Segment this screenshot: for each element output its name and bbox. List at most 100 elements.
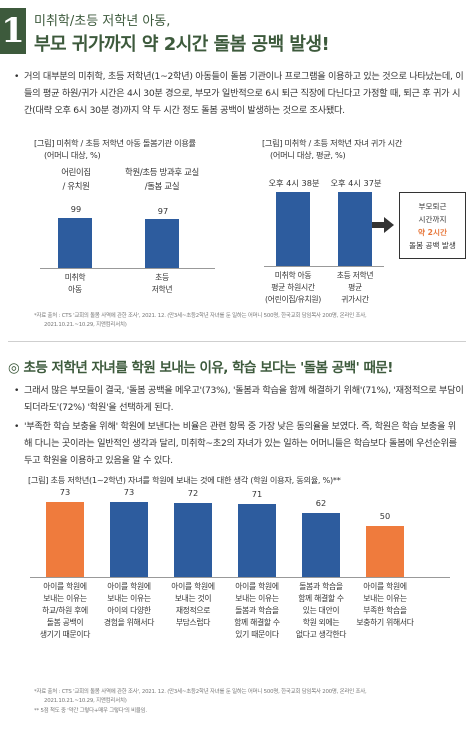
chart3-x-label-3-line1: 아이를 학원에 xyxy=(171,582,215,591)
chart2-x-label-1-line2: 평균 하원시간 xyxy=(271,283,315,292)
source-note-1-line2: 2021.10.21.~10.29, 지앤컴리서치) xyxy=(44,322,127,328)
chart3-x-label-2-line4: 경험을 위해서다 xyxy=(103,618,155,627)
chart3-value-label-4: 71 xyxy=(251,489,263,499)
chart1-bar-2 xyxy=(145,219,179,268)
callout-box: 부모퇴근 시간까지 약 2시간 돌봄 공백 발생 xyxy=(399,192,466,259)
callout-line4: 돌봄 공백 발생 xyxy=(409,241,456,250)
chart2-caption: [그림] 미취학 / 초등 저학년 자녀 귀가 시간 xyxy=(262,138,403,148)
chart3-value-label-6: 50 xyxy=(379,511,391,521)
chart3-x-label-4-line3: 돌봄과 학습을 xyxy=(235,606,279,615)
arrow-right-icon xyxy=(372,217,394,233)
chart3-x-label-6-line1: 아이를 학원에 xyxy=(363,582,407,591)
section2-title: ◎ 초등 저학년 자녀를 학원 보내는 이유, 학습 보다는 '돌봄 공백' 때… xyxy=(8,360,393,376)
chart3-bar-6 xyxy=(366,526,404,577)
callout-line1: 부모퇴근 xyxy=(418,202,447,211)
chart3-x-label-1-line2: 보내는 이유는 xyxy=(43,594,87,603)
chart3-bar-2 xyxy=(110,502,148,577)
chart3-x-label-5-line3: 있는 대안이 xyxy=(302,606,340,615)
source-note-2-line1: *자료 출처 : CTS '교회의 돌봄 사역에 관한 조사', 2021. 1… xyxy=(34,689,367,695)
chart1-x-label-1: 미취학 아동 xyxy=(52,272,98,296)
chart1-col1-head-line1: 어린이집 xyxy=(61,167,91,177)
chart3-x-label-4-line5: 있기 때문이다 xyxy=(235,630,279,639)
chart3-value-label-3: 72 xyxy=(187,488,199,498)
section2-bullet-1: 그래서 많은 부모들이 결국, '돌봄 공백을 메우고'(73%), '돌봄과 … xyxy=(14,382,464,416)
chart2-x-label-1: 미취학 아동 평균 하원시간 (어린이집/유치원) xyxy=(255,270,331,306)
section-number: 1 xyxy=(0,8,26,54)
chart2-x-label-2: 초등 저학년 평균 귀가시간 xyxy=(321,270,389,306)
chart3-x-label-5-line2: 함께 해결할 수 xyxy=(298,594,344,603)
chart1-x-label-1-line1: 미취학 xyxy=(64,273,86,282)
chart3-value-label-2: 73 xyxy=(123,487,135,497)
chart3-caption: [그림] 초등 저학년(1~2학년) 자녀를 학원에 보내는 것에 대한 생각 … xyxy=(28,475,341,485)
chart3-x-label-2-line1: 아이를 학원에 xyxy=(107,582,151,591)
callout-line2: 시간까지 xyxy=(418,215,447,224)
chart3-x-label-4-line2: 보내는 이유는 xyxy=(235,594,279,603)
chart2-x-label-2-line2: 평균 xyxy=(348,283,362,292)
chart2-value-label-1: 오후 4시 38분 xyxy=(268,178,320,188)
chart3-x-label-3-line4: 부담스럽다 xyxy=(175,618,211,627)
chart1-value-label-2: 97 xyxy=(157,206,169,216)
chart3-x-label-1-line3: 하교/하원 후에 xyxy=(42,606,88,615)
chart3-x-label-1-line5: 생기기 때문이다 xyxy=(39,630,91,639)
chart3-x-label-4-line1: 아이를 학원에 xyxy=(235,582,279,591)
chart1-bar-1 xyxy=(58,218,92,268)
source-note-1-line1: *자료 출처 : CTS '교회의 돌봄 사역에 관한 조사', 2021. 1… xyxy=(34,313,367,319)
chart3-x-label-2-line3: 아이의 다양한 xyxy=(107,606,151,615)
chart2-bar-1 xyxy=(276,192,310,266)
chart3-value-label-1: 73 xyxy=(59,487,71,497)
chart3-bar-5 xyxy=(302,513,340,577)
chart1-col2-head-line2: /돌봄 교실 xyxy=(144,181,180,191)
source-note-2-line3: ** 5점 척도 중 '약간 그렇다+매우 그렇다'의 비율임. xyxy=(34,708,147,714)
chart1-caption: [그림] 미취학 / 초등 저학년 아동 돌봄기관 이용률 xyxy=(34,138,196,148)
chart1-x-label-2-line2: 저학년 xyxy=(151,285,173,294)
chart3-baseline xyxy=(30,577,450,578)
chart1-x-label-2: 초등 저학년 xyxy=(139,272,185,296)
chart3-x-label-1-line4: 돌봄 공백이 xyxy=(46,618,84,627)
chart1-col2-head: 학원/초등 방과후 교실 /돌봄 교실 xyxy=(112,165,212,193)
chart3-x-label-5-line5: 없다고 생각한다 xyxy=(295,630,347,639)
chart3-x-label-2-line2: 보내는 이유는 xyxy=(107,594,151,603)
chart1-x-label-2-line1: 초등 xyxy=(155,273,169,282)
chart3-x-label-6-line2: 보내는 이유는 xyxy=(363,594,407,603)
chart2-x-label-1-line1: 미취학 아동 xyxy=(274,271,312,280)
chart2-x-label-2-line1: 초등 저학년 xyxy=(336,271,374,280)
chart1-col1-head-line2: / 유치원 xyxy=(62,181,90,191)
chart3-x-label-5-line1: 돌봄과 학습을 xyxy=(299,582,343,591)
chart3-x-label-3-line3: 재정적으로 xyxy=(175,606,211,615)
chart3-x-label-4-line4: 함께 해결할 수 xyxy=(234,618,280,627)
chart1-value-label-1: 99 xyxy=(70,204,82,214)
chart3-value-label-5: 62 xyxy=(315,498,327,508)
chart3-bar-1 xyxy=(46,502,84,577)
chart3-bar-3 xyxy=(174,503,212,577)
source-note-2-line2: 2021.10.21.~10.29, 지앤컴리서치) xyxy=(44,698,127,704)
page-header: 1 미취학/초등 저학년 아동, 부모 귀가까지 약 2시간 돌봄 공백 발생! xyxy=(0,0,474,62)
chart1-col2-head-line1: 학원/초등 방과후 교실 xyxy=(125,167,199,177)
chart3-x-label-1-line1: 아이를 학원에 xyxy=(43,582,87,591)
chart1-caption-unit: (어머니 대상, %) xyxy=(44,150,101,160)
chart2-x-label-1-line3: (어린이집/유치원) xyxy=(265,295,321,304)
chart2-caption-unit: (어머니 대상, 평균, %) xyxy=(270,150,346,160)
chart3-x-label-5-line4: 학원 외에는 xyxy=(302,618,340,627)
header-title: 부모 귀가까지 약 2시간 돌봄 공백 발생! xyxy=(34,34,330,55)
chart3-x-label-6-line3: 부족한 학습을 xyxy=(363,606,407,615)
section-divider xyxy=(8,341,466,342)
header-subtitle: 미취학/초등 저학년 아동, xyxy=(34,14,171,29)
chart3-x-label-3-line2: 보내는 것이 xyxy=(174,594,212,603)
chart2-bar-2 xyxy=(338,192,372,266)
chart1-col1-head: 어린이집 / 유치원 xyxy=(44,165,108,193)
chart2-x-label-2-line3: 귀가시간 xyxy=(341,295,369,304)
chart3-bar-4 xyxy=(238,504,276,577)
chart3-x-label-6-line4: 보충하기 위해서다 xyxy=(356,618,414,627)
callout-highlight: 약 2시간 xyxy=(418,228,447,237)
section2-bullet-2: '부족한 학습 보충을 위해' 학원에 보낸다는 비율은 관련 항목 중 가장 … xyxy=(14,418,464,469)
intro-paragraph: 거의 대부분의 미취학, 초등 저학년(1~2학년) 아동들이 돌봄 기관이나 … xyxy=(14,68,464,119)
chart2-baseline xyxy=(264,266,384,267)
chart1-baseline xyxy=(40,268,215,269)
chart2-value-label-2: 오후 4시 37분 xyxy=(330,178,382,188)
